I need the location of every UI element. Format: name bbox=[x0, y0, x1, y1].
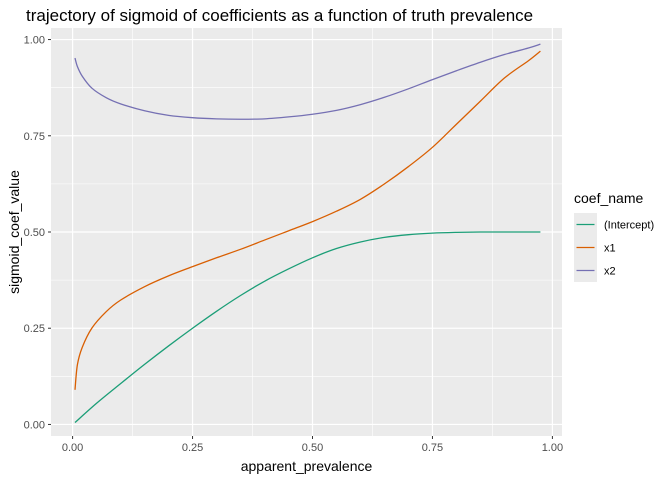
y-tick-label: 0.50 bbox=[24, 227, 45, 239]
x-tick-label: 0.50 bbox=[302, 442, 323, 454]
y-tick-label: 0.00 bbox=[24, 419, 45, 431]
x-tick-label: 0.25 bbox=[182, 442, 203, 454]
x-tick-label: 0.00 bbox=[62, 442, 83, 454]
y-tick-label: 0.75 bbox=[24, 131, 45, 143]
legend-label-intercept: (Intercept) bbox=[604, 220, 654, 232]
x-tick-label: 0.75 bbox=[422, 442, 443, 454]
series-line-x2 bbox=[74, 43, 541, 120]
series-lines bbox=[74, 43, 541, 424]
series-line-x1 bbox=[74, 50, 541, 390]
legend-title: coef_name bbox=[574, 190, 643, 206]
x-axis-ticks: 0.00 0.25 0.50 0.75 1.00 bbox=[62, 436, 563, 454]
y-tick-label: 0.25 bbox=[24, 323, 45, 335]
legend-label-x1: x1 bbox=[604, 243, 616, 255]
grid-major bbox=[51, 28, 562, 436]
legend: coef_name (Intercept) x1 x2 bbox=[574, 190, 654, 282]
legend-label-x2: x2 bbox=[604, 266, 616, 278]
chart-title: trajectory of sigmoid of coefficients as… bbox=[26, 6, 533, 25]
y-axis-ticks: 0.00 0.25 0.50 0.75 1.00 bbox=[24, 35, 51, 431]
x-tick-label: 1.00 bbox=[542, 442, 563, 454]
series-line-intercept bbox=[74, 231, 541, 424]
y-tick-label: 1.00 bbox=[24, 35, 45, 47]
x-axis-title: apparent_prevalence bbox=[241, 458, 373, 474]
y-axis-title: sigmoid_coef_value bbox=[6, 170, 22, 294]
